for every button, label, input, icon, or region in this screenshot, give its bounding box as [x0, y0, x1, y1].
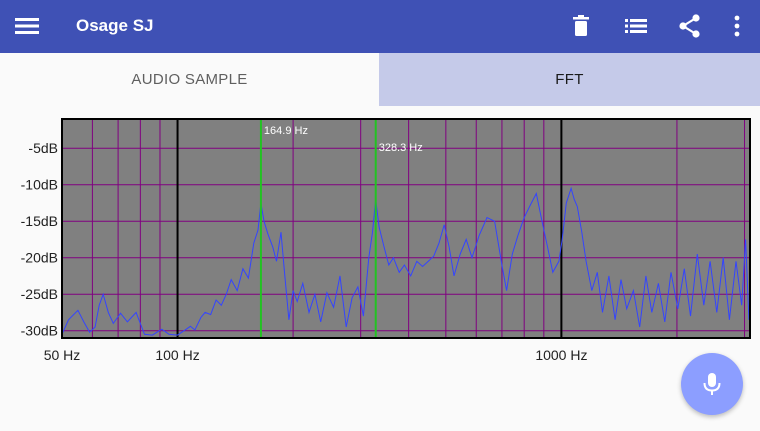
- list-icon[interactable]: [622, 12, 650, 40]
- app-title: Osage SJ: [76, 16, 154, 35]
- fft-chart: 164.9 Hz 328.3 Hz -5dB -10dB -15dB -20dB -25dB…: [21, 118, 751, 363]
- x-tick-label: 50 Hz: [44, 347, 81, 363]
- tab-bar: AUDIO SAMPLE FFT: [0, 53, 760, 106]
- y-tick-label: -30dB: [21, 323, 58, 339]
- plot-border: [61, 118, 751, 339]
- delete-icon[interactable]: [567, 12, 595, 40]
- app-bar: Osage SJ: [0, 0, 760, 53]
- peak-marker-label: 164.9 Hz: [264, 125, 308, 137]
- tab-fft[interactable]: FFT: [379, 53, 760, 106]
- share-icon[interactable]: [676, 12, 704, 40]
- more-vert-icon[interactable]: [723, 12, 751, 40]
- y-tick-label: -10dB: [21, 177, 58, 193]
- y-tick-label: -5dB: [28, 140, 58, 156]
- y-tick-label: -25dB: [21, 286, 58, 302]
- y-tick-label: -15dB: [21, 213, 58, 229]
- record-button[interactable]: [681, 353, 743, 415]
- mic-icon: [703, 373, 721, 395]
- spectrum-trace: [61, 186, 750, 336]
- x-tick-label: 100 Hz: [155, 347, 199, 363]
- menu-icon[interactable]: [14, 14, 40, 38]
- x-tick-label: 1000 Hz: [535, 347, 587, 363]
- peak-marker-label: 328.3 Hz: [379, 142, 423, 154]
- y-tick-label: -20dB: [21, 250, 58, 266]
- tab-audio-sample[interactable]: AUDIO SAMPLE: [0, 53, 379, 106]
